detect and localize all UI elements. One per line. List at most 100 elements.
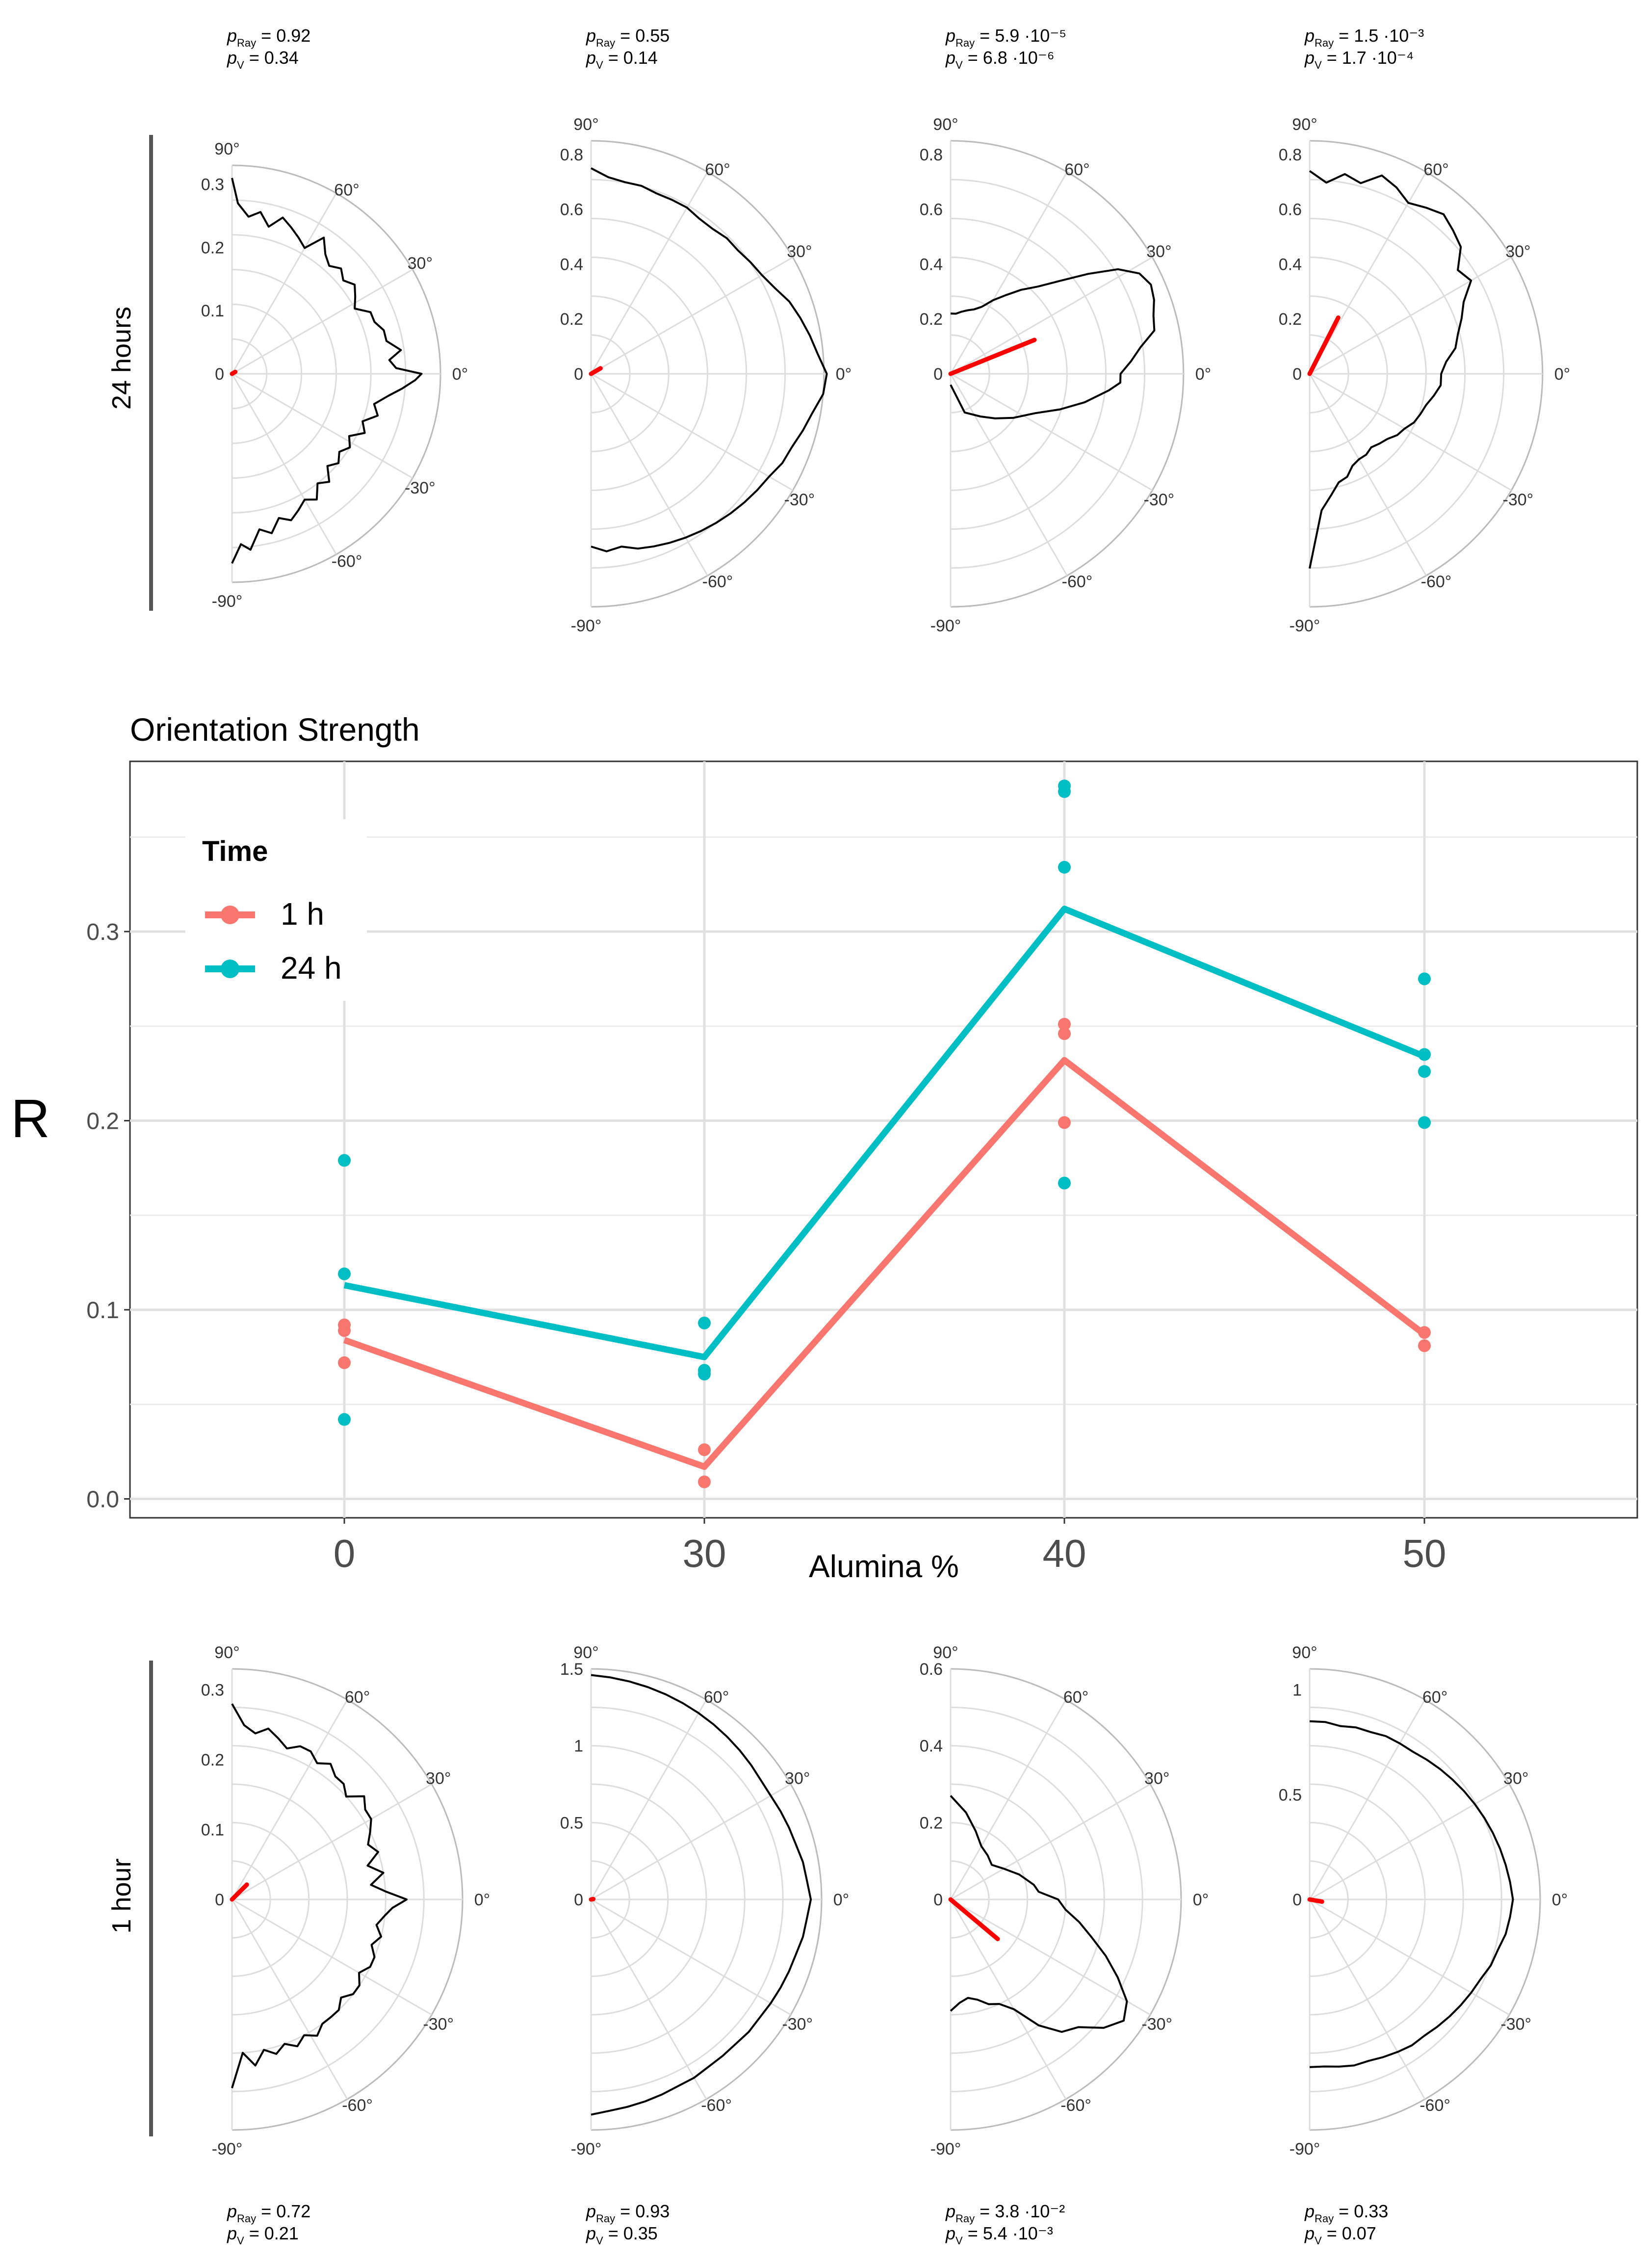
polar-radial-tick-label: 0.1 [201, 1821, 224, 1840]
p-v-value: 0.14 [623, 48, 658, 68]
polar-panels: 90° 60° 30° 0° -30° -60° -90° 0 0.1 0.2 0.3 pRay = … [201, 26, 1571, 2247]
p-v-value: 0.35 [623, 2223, 658, 2243]
polar-radial-tick-label: 0 [574, 1891, 583, 1909]
p-ray-symbol: p [586, 26, 596, 46]
polar-spoke [950, 373, 1153, 491]
p-ray-eq: = [1334, 26, 1354, 46]
mean-vector [1307, 315, 1341, 376]
p-v-subscript: V [596, 2235, 603, 2247]
p-ray-annotation: pRay = 1.5 ·10⁻³ [1304, 26, 1424, 49]
polar-radial-tick-label: 0.2 [560, 310, 583, 329]
p-v-subscript: V [237, 59, 244, 71]
polar-panel-1-hour-30: 90° 60° 30° 0° -30° -60° -90° 0 0.5 1 1.5 pRay = 0.… [560, 1643, 850, 2247]
polar-angle-label: -90° [571, 617, 602, 635]
polar-radial-tick-label: 0.5 [560, 1814, 583, 1832]
polar-angle-label: 30° [426, 1769, 451, 1788]
data-point-24h [1418, 1116, 1431, 1129]
data-point-1h [1418, 1326, 1431, 1339]
p-v-subscript: V [237, 2235, 244, 2247]
data-point-1h [1058, 1027, 1071, 1040]
polar-angle-label: 60° [1423, 160, 1448, 179]
data-point-1h [1058, 1017, 1071, 1031]
polar-spoke [1309, 1699, 1426, 1900]
data-point-24h [698, 1368, 711, 1381]
plot-panel [129, 760, 1638, 1519]
data-point-24h [698, 1316, 711, 1329]
p-v-subscript: V [1315, 2235, 1322, 2247]
polar-radial-tick-label: 0.6 [1279, 201, 1302, 219]
p-ray-symbol: p [945, 26, 955, 46]
mean-vector [948, 1897, 1000, 1942]
polar-radial-tick-label: 0 [574, 365, 583, 384]
p-ray-annotation: pRay = 0.55 [586, 26, 670, 49]
polar-angle-label: 60° [1064, 160, 1089, 179]
polar-distribution-outline [231, 178, 423, 564]
legend-label-1h: 1 h [281, 896, 324, 932]
polar-angle-label: -90° [212, 2140, 243, 2158]
legend-title: Time [202, 835, 268, 867]
polar-angle-label: 90° [1292, 1643, 1317, 1662]
p-v-value: 0.21 [264, 2223, 299, 2243]
polar-spoke [1309, 1783, 1510, 1900]
p-ray-value: 0.92 [276, 26, 310, 46]
polar-radial-tick-label: 0.4 [560, 255, 583, 274]
p-ray-subscript: Ray [955, 37, 975, 49]
p-ray-value: 0.72 [276, 2201, 310, 2221]
p-v-annotation: pV = 5.4 ·10⁻³ [945, 2223, 1053, 2247]
p-ray-annotation: pRay = 5.9 ·10⁻⁵ [945, 26, 1066, 49]
p-ray-value: 3.8 ·10⁻² [995, 2201, 1065, 2221]
mean-vector [948, 338, 1037, 376]
p-ray-eq: = [256, 2201, 276, 2221]
polar-spoke [232, 1898, 432, 2016]
polar-radial-tick-label: 0 [933, 1891, 943, 1909]
polar-angle-label: 90° [214, 140, 239, 158]
y-tick-label: 0.1 [86, 1298, 119, 1324]
polar-distribution-outline [1309, 170, 1472, 569]
p-v-annotation: pV = 0.21 [227, 2223, 299, 2247]
polar-angle-label: 30° [1503, 1769, 1528, 1788]
polar-radial-tick-label: 0.2 [920, 310, 943, 329]
polar-angle-label: 30° [1505, 242, 1530, 261]
p-ray-subscript: Ray [596, 37, 615, 49]
polar-radial-tick-label: 0.2 [1279, 310, 1302, 329]
p-v-symbol: p [1304, 48, 1315, 68]
polar-angle-label: -90° [212, 592, 243, 611]
polar-angle-label: 30° [1146, 242, 1171, 261]
polar-distribution-outline [231, 1703, 408, 2089]
p-v-annotation: pV = 0.35 [586, 2223, 658, 2247]
p-v-eq: = [244, 2223, 264, 2243]
polar-spoke [950, 1899, 1067, 2100]
p-v-eq: = [603, 48, 623, 68]
polar-radial-tick-label: 0.2 [920, 1814, 943, 1832]
polar-panel-24-hours-40: 90° 60° 30° 0° -30° -60° -90° 0 0.2 0.4 0.6 0.8 pRay… [920, 26, 1212, 635]
polar-spoke [591, 1783, 791, 1900]
polar-angle-label: 0° [1554, 365, 1571, 384]
p-v-subscript: V [596, 59, 603, 71]
polar-radial-tick-label: 1 [574, 1737, 583, 1756]
polar-radial-tick-label: 0.1 [201, 302, 224, 320]
p-ray-annotation: pRay = 0.33 [1304, 2201, 1388, 2225]
polar-angle-label: -60° [702, 572, 733, 591]
polar-spoke [950, 171, 1068, 374]
data-point-24h [1418, 1065, 1431, 1078]
polar-distribution-outline [591, 1674, 812, 2116]
x-tick-label: 40 [1043, 1532, 1086, 1575]
polar-spoke [232, 269, 413, 375]
p-v-eq: = [963, 2223, 983, 2243]
polar-angle-label: 90° [573, 1643, 598, 1662]
p-v-annotation: pV = 6.8 ·10⁻⁶ [945, 48, 1055, 71]
p-ray-eq: = [1334, 2201, 1354, 2221]
p-v-symbol: p [227, 48, 237, 68]
p-ray-annotation: pRay = 0.92 [227, 26, 310, 49]
p-ray-eq: = [975, 2201, 995, 2221]
polar-spoke [950, 1783, 1151, 1900]
x-tick-label: 0 [334, 1532, 356, 1575]
mean-vector [230, 369, 238, 376]
p-ray-eq: = [615, 26, 635, 46]
series-marks [338, 780, 1431, 1488]
polar-radial-tick-label: 0.4 [920, 255, 943, 274]
legend-key-dot-1h [221, 906, 239, 924]
polar-angle-label: -30° [1141, 2015, 1172, 2034]
